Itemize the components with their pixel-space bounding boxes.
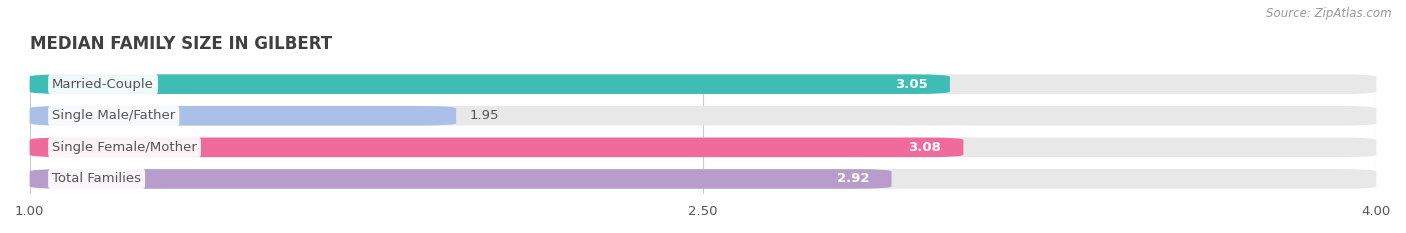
FancyBboxPatch shape bbox=[30, 74, 1376, 94]
FancyBboxPatch shape bbox=[30, 106, 1376, 126]
FancyBboxPatch shape bbox=[30, 137, 963, 157]
Text: Single Female/Mother: Single Female/Mother bbox=[52, 141, 197, 154]
Text: Married-Couple: Married-Couple bbox=[52, 78, 155, 91]
FancyBboxPatch shape bbox=[30, 106, 456, 126]
Text: Single Male/Father: Single Male/Father bbox=[52, 109, 176, 122]
FancyBboxPatch shape bbox=[30, 137, 1376, 157]
Text: MEDIAN FAMILY SIZE IN GILBERT: MEDIAN FAMILY SIZE IN GILBERT bbox=[30, 35, 332, 53]
Text: Total Families: Total Families bbox=[52, 172, 141, 185]
FancyBboxPatch shape bbox=[30, 169, 891, 189]
Text: 2.92: 2.92 bbox=[837, 172, 869, 185]
Text: 3.08: 3.08 bbox=[908, 141, 941, 154]
Text: Source: ZipAtlas.com: Source: ZipAtlas.com bbox=[1267, 7, 1392, 20]
Text: 3.05: 3.05 bbox=[894, 78, 928, 91]
FancyBboxPatch shape bbox=[30, 74, 950, 94]
Text: 1.95: 1.95 bbox=[470, 109, 499, 122]
FancyBboxPatch shape bbox=[30, 169, 1376, 189]
